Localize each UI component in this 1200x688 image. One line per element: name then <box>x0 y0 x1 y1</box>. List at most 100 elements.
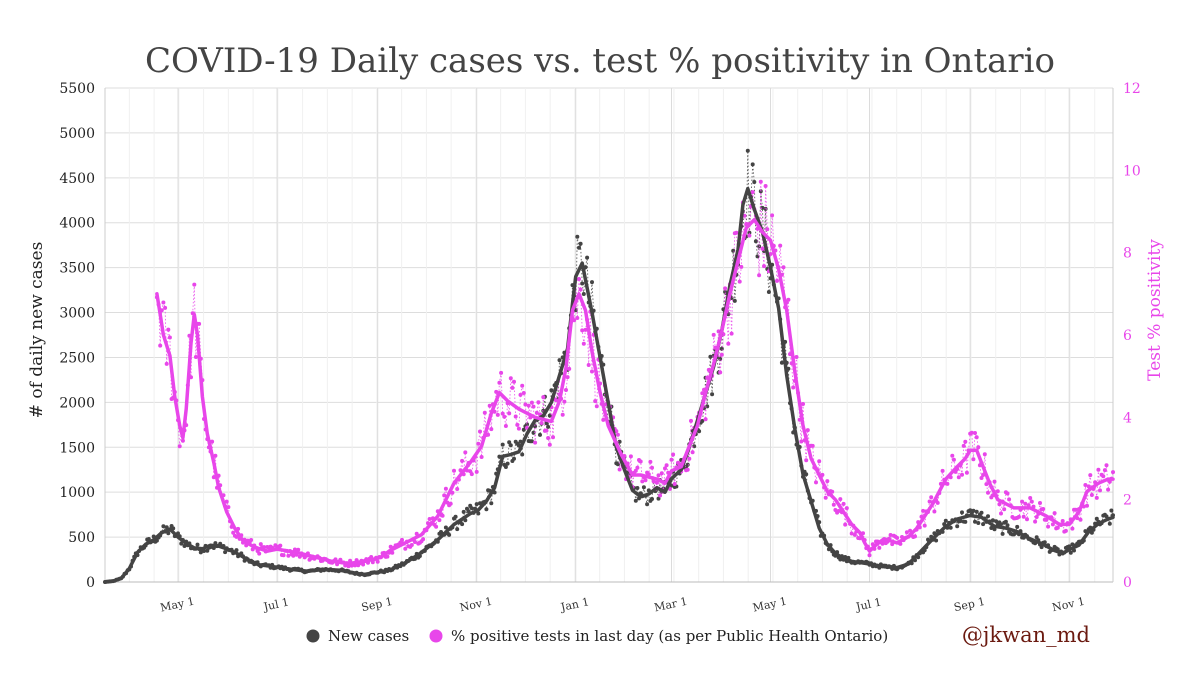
daily-point-positivity <box>984 482 989 487</box>
daily-point-positivity <box>593 399 598 404</box>
daily-point-positivity <box>964 470 969 475</box>
daily-point-positivity <box>551 435 555 440</box>
daily-point-positivity <box>478 429 482 434</box>
daily-point-new-cases <box>732 298 737 303</box>
daily-point-positivity <box>258 542 263 547</box>
daily-point-positivity <box>786 297 791 302</box>
daily-point-positivity <box>523 402 528 407</box>
daily-point-positivity <box>546 436 551 440</box>
daily-point-positivity <box>224 499 229 504</box>
daily-point-new-cases <box>641 485 646 490</box>
daily-point-positivity <box>486 432 491 437</box>
daily-point-positivity <box>495 412 500 417</box>
daily-point-positivity <box>963 439 968 444</box>
daily-point-new-cases <box>708 354 713 359</box>
daily-point-positivity <box>805 428 810 433</box>
daily-point-positivity <box>877 545 882 550</box>
daily-point-new-cases <box>469 506 474 511</box>
daily-point-new-cases <box>979 510 984 515</box>
daily-point-positivity <box>718 370 723 375</box>
y2-axis-title: Test % positivity <box>1145 239 1165 381</box>
legend-marker-new-cases <box>306 629 320 643</box>
daily-point-new-cases <box>755 254 760 259</box>
daily-point-positivity <box>513 414 518 419</box>
daily-point-positivity <box>951 457 956 462</box>
daily-point-positivity <box>671 452 676 457</box>
daily-point-positivity <box>750 190 755 195</box>
daily-point-positivity <box>992 479 997 484</box>
daily-point-positivity <box>932 509 937 514</box>
daily-point-new-cases <box>549 388 554 393</box>
daily-point-positivity <box>177 444 182 449</box>
daily-point-positivity <box>995 489 1000 494</box>
daily-point-positivity <box>463 450 468 455</box>
daily-point-new-cases <box>443 525 448 530</box>
daily-point-positivity <box>163 305 168 310</box>
daily-point-positivity <box>638 459 643 464</box>
daily-point-positivity <box>922 523 927 528</box>
daily-point-positivity <box>1104 463 1109 468</box>
daily-point-new-cases <box>507 440 512 445</box>
daily-point-positivity <box>518 392 523 397</box>
daily-point-new-cases <box>753 239 758 244</box>
daily-point-positivity <box>452 468 456 473</box>
daily-point-positivity <box>654 480 659 485</box>
x-tick-label: Nov 1 <box>459 595 494 615</box>
daily-point-positivity <box>1023 501 1028 506</box>
daily-point-positivity <box>494 389 499 394</box>
daily-point-positivity <box>1007 497 1012 502</box>
daily-point-positivity <box>817 459 822 464</box>
daily-point-positivity <box>489 427 494 432</box>
daily-point-new-cases <box>500 442 505 447</box>
daily-point-positivity <box>747 233 752 238</box>
y2-tick-label: 4 <box>1123 410 1132 426</box>
y-axis-title: # of daily new cases <box>27 242 47 419</box>
y-tick-label: 5000 <box>59 126 95 142</box>
daily-point-positivity <box>758 179 763 184</box>
daily-point-positivity <box>291 553 296 558</box>
daily-point-new-cases <box>719 346 724 351</box>
daily-point-positivity <box>852 532 857 537</box>
daily-point-positivity <box>385 554 390 559</box>
daily-point-positivity <box>814 480 818 485</box>
daily-point-positivity <box>281 553 286 558</box>
daily-point-positivity <box>440 513 445 518</box>
daily-point-new-cases <box>731 248 736 253</box>
daily-point-positivity <box>643 478 648 483</box>
daily-point-positivity <box>1028 496 1033 500</box>
y-tick-label: 3000 <box>59 306 95 322</box>
daily-point-positivity <box>1016 514 1021 519</box>
daily-point-positivity <box>904 530 909 535</box>
daily-point-positivity <box>823 495 828 500</box>
daily-point-positivity <box>427 517 432 521</box>
daily-point-positivity <box>706 367 711 372</box>
daily-point-positivity <box>1106 487 1111 492</box>
daily-point-positivity <box>554 398 559 403</box>
daily-point-new-cases <box>804 472 809 477</box>
daily-point-new-cases <box>968 508 973 513</box>
x-tick-label: Sep 1 <box>953 595 987 614</box>
daily-point-new-cases <box>745 148 750 153</box>
daily-point-positivity <box>562 399 567 404</box>
daily-point-positivity <box>192 282 197 287</box>
daily-point-new-cases <box>752 180 757 184</box>
daily-point-positivity <box>997 502 1002 507</box>
y-tick-label: 4500 <box>59 171 95 187</box>
daily-point-positivity <box>547 442 552 447</box>
daily-point-positivity <box>409 543 414 547</box>
daily-point-positivity <box>1055 525 1060 530</box>
daily-point-new-cases <box>161 524 166 529</box>
daily-point-positivity <box>799 439 804 444</box>
daily-point-positivity <box>986 490 990 495</box>
daily-point-positivity <box>757 273 762 278</box>
daily-point-positivity <box>762 264 766 269</box>
daily-point-new-cases <box>633 498 638 503</box>
daily-point-new-cases <box>685 462 690 467</box>
daily-point-new-cases <box>223 550 228 555</box>
daily-point-positivity <box>974 435 979 440</box>
daily-point-new-cases <box>578 241 583 246</box>
daily-point-positivity <box>1046 524 1051 529</box>
daily-point-positivity <box>193 355 198 359</box>
daily-point-new-cases <box>474 502 479 507</box>
daily-point-positivity <box>297 554 302 559</box>
